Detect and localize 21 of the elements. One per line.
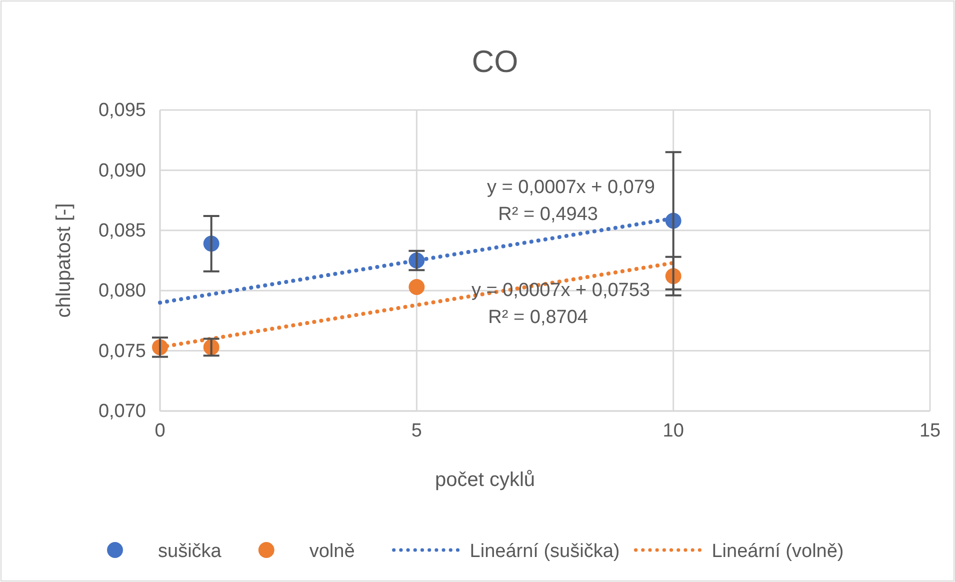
y-axis-title: chlupatost [-] <box>53 203 75 318</box>
legend-label: volně <box>309 541 355 562</box>
y-tick-label: 0,090 <box>98 160 146 182</box>
y-tick-label: 0,075 <box>98 340 146 362</box>
x-tick-label: 10 <box>662 420 684 442</box>
x-tick-label: 0 <box>154 420 166 442</box>
legend-label: sušička <box>158 541 222 562</box>
x-tick-label: 5 <box>411 420 422 442</box>
annotation: R² = 0,4943 <box>498 204 598 225</box>
x-axis-title: počet cyklů <box>434 469 536 491</box>
x-tick-label: 15 <box>919 420 941 442</box>
chart-title: CO <box>472 44 518 79</box>
y-tick-label: 0,080 <box>98 280 146 302</box>
legend-label: Lineární (sušička) <box>470 541 620 562</box>
y-tick-label: 0,070 <box>98 401 146 422</box>
point <box>408 279 425 295</box>
annotation: R² = 0,8704 <box>488 307 588 328</box>
y-tick-label: 0,085 <box>98 220 146 242</box>
legend-label: Lineární (volně) <box>712 541 844 562</box>
annotation: y = 0,0007x + 0,079 <box>487 177 655 198</box>
y-tick-label: 0,095 <box>98 100 146 122</box>
